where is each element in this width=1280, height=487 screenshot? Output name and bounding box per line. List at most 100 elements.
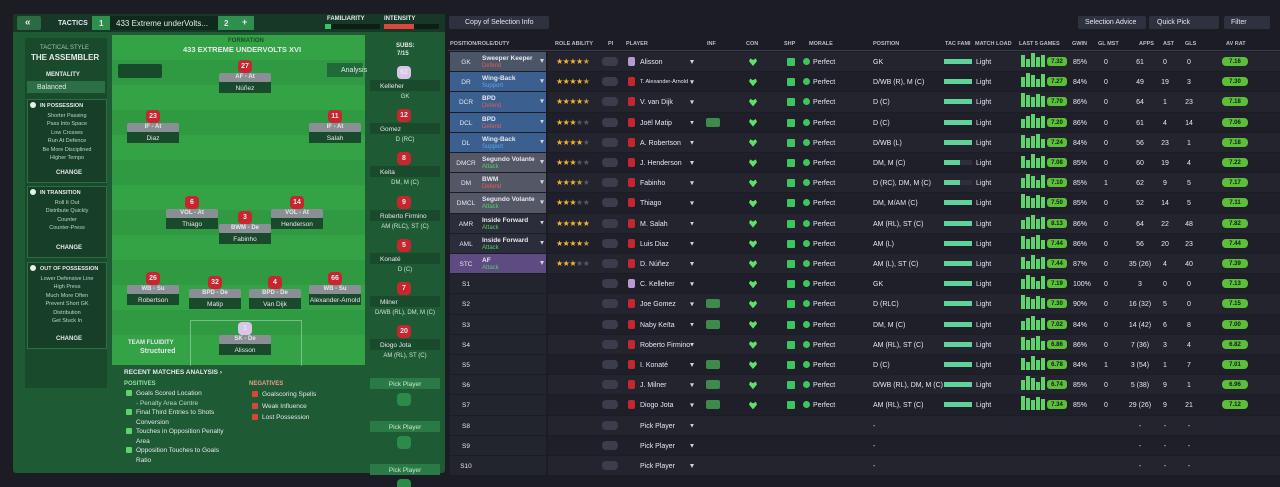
back-button[interactable] bbox=[17, 16, 41, 30]
player-dropdown[interactable] bbox=[690, 383, 694, 388]
change-button[interactable]: CHANGE bbox=[56, 336, 83, 342]
pick-slot[interactable] bbox=[370, 421, 440, 432]
player-dropdown[interactable] bbox=[690, 322, 694, 327]
name-box[interactable] bbox=[127, 132, 179, 143]
name-box[interactable] bbox=[219, 82, 271, 93]
role-dropdown[interactable] bbox=[540, 180, 544, 185]
player-dropdown[interactable] bbox=[690, 464, 694, 468]
role-dropdown[interactable] bbox=[540, 119, 544, 124]
column-header[interactable]: LAST 5 GAMES bbox=[1019, 41, 1060, 47]
role-dropdown[interactable] bbox=[540, 139, 544, 144]
copy-button[interactable] bbox=[449, 16, 549, 29]
player-name[interactable]: Joe Gomez bbox=[640, 301, 676, 309]
player-dropdown[interactable] bbox=[690, 60, 694, 64]
player-name[interactable]: Luis Diaz bbox=[640, 240, 669, 248]
sub-name-box[interactable] bbox=[370, 123, 440, 135]
slot1[interactable] bbox=[92, 16, 110, 30]
column-header[interactable]: ROLE ABILITY bbox=[555, 41, 593, 47]
name-box[interactable] bbox=[189, 298, 241, 309]
player-dropdown[interactable] bbox=[690, 80, 694, 85]
role-dropdown[interactable] bbox=[540, 59, 544, 63]
column-header[interactable]: GL MST bbox=[1098, 41, 1119, 47]
player-dropdown[interactable] bbox=[690, 241, 694, 246]
role-dropdown[interactable] bbox=[540, 261, 544, 265]
player-dropdown[interactable] bbox=[690, 181, 694, 186]
sub-name-box[interactable] bbox=[370, 166, 440, 178]
player-name[interactable]: Alisson bbox=[640, 59, 663, 66]
player-dropdown[interactable] bbox=[690, 403, 694, 408]
player-dropdown[interactable] bbox=[690, 120, 694, 125]
role-dropdown[interactable] bbox=[540, 240, 544, 245]
player-name[interactable]: V. van Dijk bbox=[640, 99, 673, 107]
player-name[interactable]: T. Alexander-Arnold bbox=[640, 79, 688, 86]
formation-name[interactable]: 433 EXTREME UNDERVOLTS XVI bbox=[183, 45, 302, 54]
player-name[interactable]: I. Konaté bbox=[640, 362, 669, 369]
column-header[interactable]: POSITION/ROLE/DUTY bbox=[450, 41, 510, 47]
player-name[interactable]: A. Robertson bbox=[640, 139, 681, 147]
role-dropdown[interactable] bbox=[540, 220, 544, 225]
player-name[interactable]: M. Salah bbox=[640, 220, 668, 228]
name-box[interactable] bbox=[309, 132, 361, 143]
name-box[interactable] bbox=[309, 294, 361, 305]
sub-name-box[interactable] bbox=[370, 209, 440, 221]
player-dropdown[interactable] bbox=[690, 363, 694, 367]
sub-name-box[interactable] bbox=[370, 296, 440, 307]
slot2[interactable] bbox=[218, 16, 236, 30]
player-name[interactable]: J. Milner bbox=[640, 382, 667, 390]
column-header[interactable]: PLAYER bbox=[626, 41, 648, 47]
player-dropdown[interactable] bbox=[690, 201, 694, 206]
column-header[interactable]: INF bbox=[707, 41, 716, 47]
column-header[interactable]: AST bbox=[1163, 41, 1174, 47]
mentality-select[interactable] bbox=[27, 81, 105, 93]
player-name[interactable]: Fabinho bbox=[640, 180, 666, 188]
name-box[interactable] bbox=[249, 298, 301, 309]
column-header[interactable]: GWIN bbox=[1072, 41, 1087, 47]
analysis-title[interactable]: RECENT MATCHES ANALYSIS › bbox=[124, 369, 222, 376]
role-dropdown[interactable] bbox=[540, 79, 544, 84]
filter-button[interactable] bbox=[1224, 16, 1270, 29]
pick-slot[interactable] bbox=[370, 464, 440, 475]
column-header[interactable]: MORALE bbox=[809, 41, 833, 47]
player-dropdown[interactable] bbox=[690, 342, 694, 347]
role-dropdown[interactable] bbox=[540, 160, 544, 164]
name-box[interactable] bbox=[271, 218, 323, 229]
column-header[interactable]: GLS bbox=[1185, 41, 1197, 47]
player-dropdown[interactable] bbox=[690, 140, 694, 145]
change-button[interactable]: CHANGE bbox=[56, 170, 83, 176]
name-box[interactable] bbox=[127, 294, 179, 305]
player-dropdown[interactable] bbox=[690, 221, 694, 226]
tactic-select[interactable] bbox=[110, 16, 218, 30]
role-dropdown[interactable] bbox=[540, 200, 544, 205]
sub-name-box[interactable] bbox=[370, 252, 440, 264]
column-header[interactable]: AV RAT bbox=[1226, 41, 1246, 47]
column-header[interactable]: PI bbox=[608, 41, 614, 47]
player-name[interactable]: Thiago bbox=[640, 200, 662, 208]
player-dropdown[interactable] bbox=[690, 100, 694, 105]
player-name[interactable]: Naby Keïta bbox=[640, 321, 675, 329]
player-dropdown[interactable] bbox=[690, 302, 694, 307]
player-name[interactable]: Diogo Jota bbox=[640, 402, 674, 410]
add-tactic[interactable] bbox=[236, 16, 254, 30]
column-header[interactable]: MATCH LOAD bbox=[975, 41, 1012, 47]
sub-name-box[interactable] bbox=[370, 339, 440, 351]
analysis-button[interactable] bbox=[327, 63, 363, 77]
player-name[interactable]: Pick Player bbox=[640, 442, 676, 450]
player-name[interactable]: Roberto Firmino bbox=[640, 341, 691, 349]
player-name[interactable]: J. Henderson bbox=[640, 160, 682, 167]
column-header[interactable]: APPS bbox=[1139, 41, 1154, 47]
player-name[interactable]: Pick Player bbox=[640, 422, 676, 430]
player-dropdown[interactable] bbox=[690, 262, 694, 266]
column-header[interactable]: CON bbox=[746, 41, 759, 47]
player-dropdown[interactable] bbox=[690, 423, 694, 428]
column-header[interactable]: SHP bbox=[784, 41, 796, 47]
sub-name-box[interactable] bbox=[370, 80, 440, 91]
name-box[interactable] bbox=[219, 233, 271, 244]
column-header[interactable]: POSITION bbox=[873, 41, 900, 47]
player-name[interactable]: D. Núñez bbox=[640, 261, 670, 268]
role-dropdown[interactable] bbox=[540, 99, 544, 104]
advice-button[interactable] bbox=[1078, 16, 1146, 29]
player-dropdown[interactable] bbox=[690, 282, 694, 287]
player-name[interactable]: Joël Matip bbox=[640, 119, 672, 127]
name-box[interactable] bbox=[219, 344, 271, 355]
change-button[interactable]: CHANGE bbox=[56, 245, 83, 251]
